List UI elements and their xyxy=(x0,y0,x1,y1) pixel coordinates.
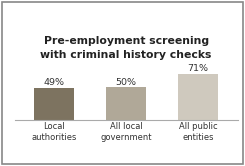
Bar xyxy=(35,88,74,120)
Text: 71%: 71% xyxy=(188,64,208,73)
Title: Pre-employment screening
with criminal history checks: Pre-employment screening with criminal h… xyxy=(40,36,212,60)
Bar xyxy=(106,87,146,120)
Text: 49%: 49% xyxy=(44,79,65,87)
Text: 50%: 50% xyxy=(116,78,137,87)
Bar xyxy=(178,74,218,120)
